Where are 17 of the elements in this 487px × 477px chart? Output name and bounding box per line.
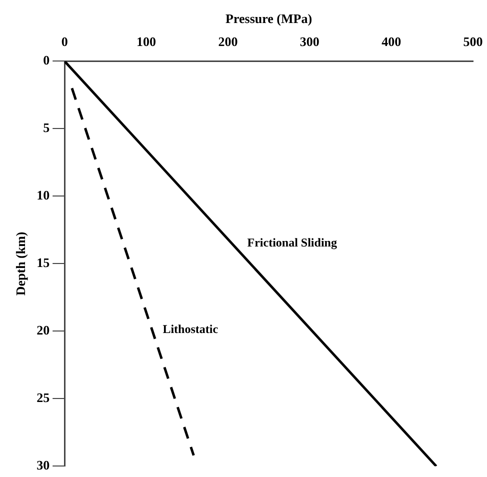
- y-tick-label: 5: [43, 120, 50, 136]
- y-tick-label: 30: [36, 458, 50, 473]
- series-label: Lithostatic: [162, 322, 219, 336]
- x-tick-label: 100: [136, 34, 156, 49]
- x-axis-title: Pressure (MPa): [226, 11, 312, 26]
- y-tick-label: 20: [36, 322, 50, 338]
- x-tick-label: 200: [218, 34, 238, 49]
- y-tick-label: 10: [36, 188, 50, 203]
- y-tick-label: 15: [36, 255, 50, 270]
- x-tick-label: 300: [300, 34, 320, 49]
- y-tick-label: 25: [36, 390, 50, 406]
- x-tick-label: 500: [463, 34, 483, 49]
- y-axis-title: Depth (km): [13, 232, 28, 296]
- y-tick-label: 0: [43, 52, 50, 68]
- x-tick-label: 400: [382, 34, 402, 49]
- series-label: Frictional Sliding: [247, 236, 337, 250]
- x-tick-label: 0: [61, 34, 68, 49]
